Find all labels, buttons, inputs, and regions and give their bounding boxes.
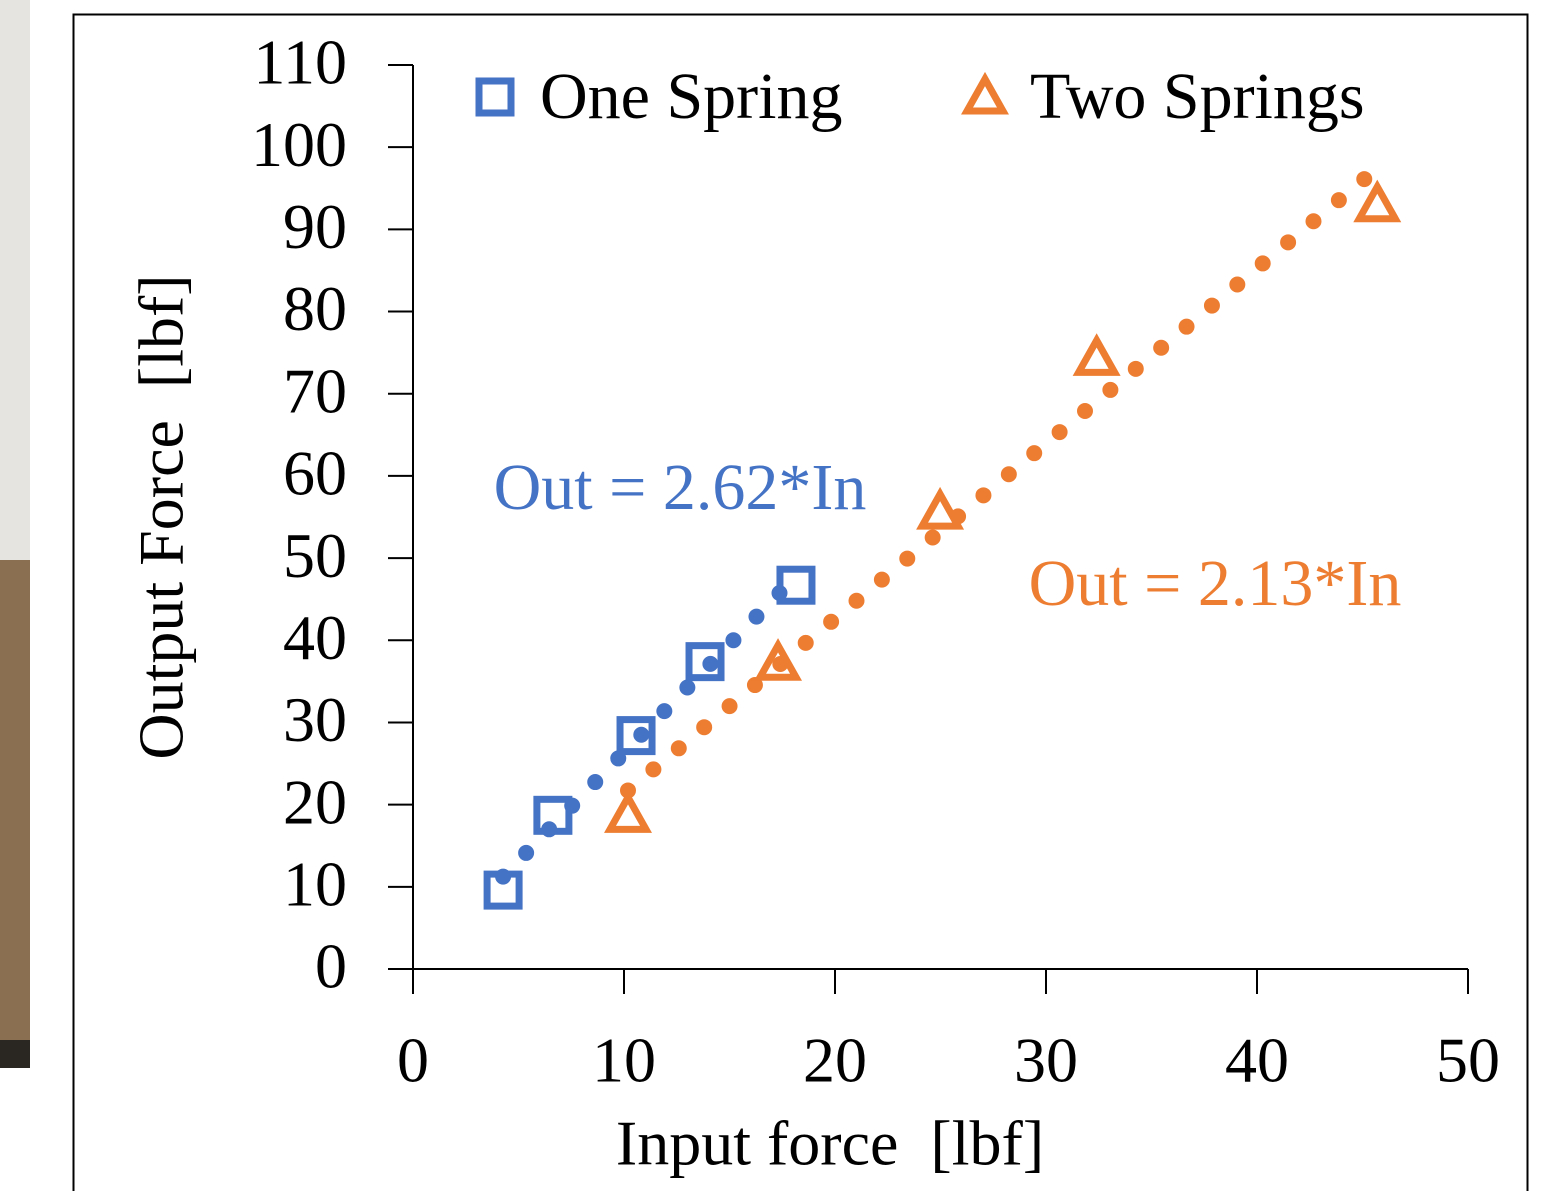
photo-crop-wall	[0, 0, 30, 560]
legend-marker	[475, 77, 515, 117]
data-point	[1072, 333, 1121, 376]
legend-marker	[961, 71, 1009, 115]
y-tick-label: 40	[283, 602, 347, 673]
data-point	[616, 716, 656, 756]
trendline	[495, 568, 804, 885]
y-tick-label: 60	[283, 438, 347, 509]
x-tick-label: 10	[592, 1025, 656, 1096]
x-tick-label: 0	[397, 1025, 429, 1096]
data-point	[604, 790, 652, 833]
y-tick-label: 110	[253, 27, 347, 98]
trendline	[620, 160, 1386, 799]
annotation: Out = 2.62*In	[494, 451, 867, 524]
x-tick-label: 40	[1225, 1025, 1289, 1096]
data-point	[483, 870, 523, 910]
y-tick-label: 0	[315, 931, 347, 1002]
y-tick-label: 100	[251, 109, 347, 180]
data-point	[685, 642, 725, 682]
y-tick-label: 90	[283, 191, 347, 262]
y-tick-label: 30	[283, 684, 347, 755]
data-point	[776, 565, 816, 605]
y-axis-title: Output Force [lbf]	[126, 274, 197, 759]
y-tick-label: 50	[283, 520, 347, 591]
x-tick-label: 30	[1014, 1025, 1078, 1096]
data-point	[533, 795, 573, 835]
data-point	[916, 486, 965, 530]
legend-label: Two Springs	[1030, 60, 1365, 133]
photo-crop-base	[0, 1040, 30, 1068]
y-tick-label: 10	[283, 849, 347, 920]
y-tick-label: 70	[283, 355, 347, 426]
legend-label: One Spring	[540, 60, 842, 133]
y-tick-label: 20	[283, 766, 347, 837]
y-tick-label: 80	[283, 273, 347, 344]
data-point	[754, 638, 803, 681]
x-axis-title: Input force [lbf]	[616, 1108, 1044, 1179]
x-tick-label: 50	[1436, 1025, 1500, 1096]
data-point	[1353, 179, 1402, 223]
x-tick-label: 20	[803, 1025, 867, 1096]
annotation: Out = 2.13*In	[1029, 547, 1402, 620]
